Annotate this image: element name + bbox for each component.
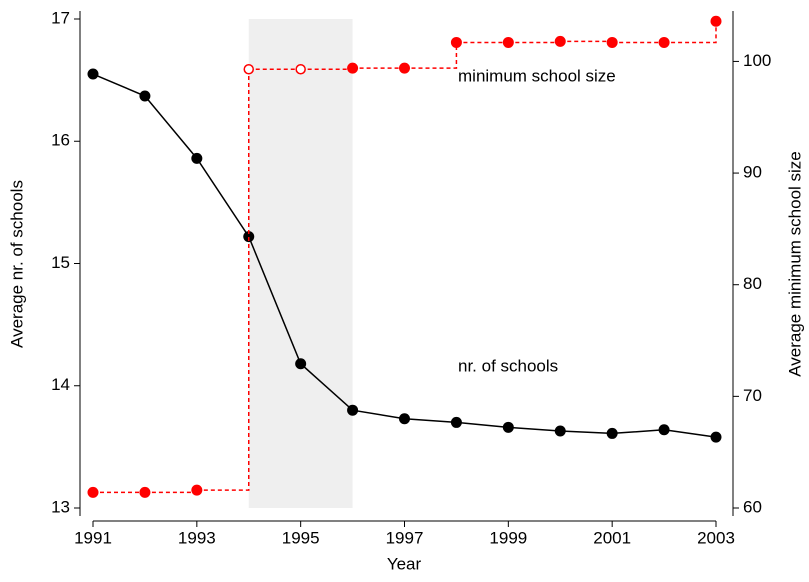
point [347, 62, 359, 74]
point [243, 231, 255, 243]
point [87, 486, 99, 498]
y2-tick-label: 60 [743, 497, 762, 516]
point [450, 36, 462, 48]
y-axis-label: Average nr. of schools [7, 180, 26, 348]
y2-tick-label: 90 [743, 163, 762, 182]
point [710, 431, 722, 443]
shaded-region [248, 19, 353, 508]
y-tick-label: 13 [51, 497, 70, 516]
point [87, 68, 99, 80]
x-axis-label: Year [387, 554, 422, 573]
point [502, 36, 514, 48]
x-tick-label: 1997 [386, 528, 424, 547]
point [139, 486, 151, 498]
point [710, 15, 722, 27]
y2-axis-label: Average minimum school size [785, 151, 804, 377]
step-line [560, 40, 613, 43]
point [606, 36, 618, 48]
point [399, 413, 410, 425]
point [554, 425, 566, 437]
point [347, 404, 359, 416]
y2-tick-label: 80 [743, 274, 762, 293]
point [658, 36, 670, 48]
x-tick-label: 2001 [593, 528, 631, 547]
y-tick-label: 17 [51, 8, 70, 27]
point [243, 63, 254, 75]
step-line [664, 21, 717, 44]
series-label: nr. of schools [458, 356, 558, 375]
point [399, 62, 410, 74]
point [450, 416, 462, 428]
line [92, 73, 717, 438]
x-tick-label: 1995 [282, 528, 320, 547]
series-label: minimum school size [458, 66, 616, 85]
step-line [508, 41, 561, 44]
y2-tick-label: 70 [743, 386, 762, 405]
point [295, 358, 307, 370]
step-line [404, 42, 458, 69]
point [191, 152, 203, 164]
x-tick-label: 2003 [697, 528, 735, 547]
step-line [144, 490, 198, 494]
step-line [196, 69, 250, 491]
point [658, 424, 670, 436]
point [139, 90, 151, 102]
point [191, 484, 203, 496]
x-tick-label: 1991 [74, 528, 112, 547]
x-tick-label: 1999 [489, 528, 527, 547]
y2-tick-label: 100 [743, 51, 771, 70]
point [554, 35, 566, 47]
y-tick-label: 15 [51, 253, 70, 272]
x-tick-label: 1993 [178, 528, 216, 547]
y-tick-label: 16 [51, 131, 70, 150]
point [295, 63, 306, 75]
point [502, 421, 514, 433]
point [606, 427, 618, 439]
y-tick-label: 14 [51, 375, 70, 394]
